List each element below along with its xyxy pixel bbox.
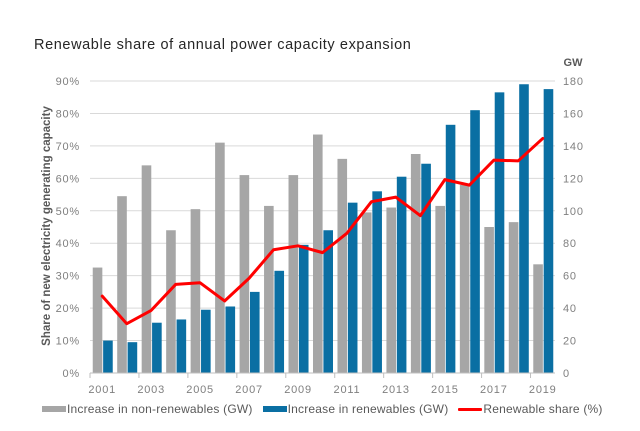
- legend-item-renewables: Increase in renewables (GW): [262, 402, 449, 416]
- y2-tick-label: 20: [563, 336, 577, 348]
- bar-non-renewables: [533, 264, 543, 373]
- bar-renewables: [201, 309, 211, 373]
- bar-renewables: [274, 270, 285, 373]
- bar-renewables: [298, 244, 309, 373]
- y-tick-label: 30%: [56, 271, 80, 283]
- bar-renewables: [396, 176, 407, 373]
- bar-non-renewables: [190, 209, 201, 373]
- y-tick-label: 10%: [56, 336, 80, 348]
- axes: 0% 10% 20% 30% 40% 50% 60% 70% 80% 90% 0 20 40 60 80 10…: [56, 76, 584, 396]
- bar-renewables: [372, 191, 382, 373]
- y2-tick-label: 40: [563, 303, 577, 315]
- bar-non-renewables: [337, 158, 348, 373]
- y-tick-label: 50%: [56, 206, 80, 218]
- y-axis-label: Share of new electricity generating capa…: [41, 106, 53, 346]
- legend-swatch-renewable-share: [458, 407, 483, 411]
- legend: Increase in non-renewables (GW) Increase…: [42, 402, 613, 416]
- legend-item-renewable-share: Renewable share (%): [458, 402, 602, 416]
- y2-axis-label: GW: [564, 57, 584, 69]
- legend-label-renewable-share: Renewable share (%): [483, 402, 603, 416]
- bar-non-renewables: [410, 154, 421, 373]
- bar-non-renewables: [508, 222, 519, 373]
- bar-renewables: [543, 89, 554, 373]
- bar-non-renewables: [215, 142, 225, 373]
- bar-non-renewables: [239, 175, 250, 373]
- bar-renewables: [323, 230, 333, 373]
- bar-non-renewables: [459, 184, 470, 373]
- x-tick-label: 2011: [334, 384, 361, 396]
- x-tick-label: 2009: [284, 384, 312, 396]
- x-tick-label: 2003: [137, 384, 165, 396]
- x-tick-label: 2007: [235, 384, 263, 396]
- bar-non-renewables: [386, 207, 397, 373]
- y2-tick-label: 80: [563, 238, 577, 250]
- y-tick-label: 80%: [56, 108, 80, 120]
- bar-renewables: [494, 92, 505, 373]
- y2-tick-label: 0: [563, 368, 570, 380]
- y-tick-label: 90%: [56, 76, 80, 88]
- legend-label-non-renewables: Increase in non-renewables (GW): [67, 402, 253, 416]
- bar-non-renewables: [484, 227, 494, 373]
- y2-tick-label: 120: [563, 173, 584, 185]
- x-tick-label: 2017: [480, 384, 508, 396]
- bar-renewables: [519, 84, 529, 373]
- legend-label-renewables: Increase in renewables (GW): [287, 402, 449, 416]
- bar-renewables: [470, 110, 480, 373]
- renewable-share-line-group: [100, 136, 545, 326]
- y-tick-label: 60%: [56, 173, 80, 185]
- bar-non-renewables: [264, 205, 274, 373]
- legend-swatch-renewables: [262, 406, 287, 412]
- legend-swatch-non-renewables: [42, 406, 66, 412]
- y2-tick-label: 180: [563, 76, 584, 88]
- y-tick-label: 40%: [56, 238, 80, 250]
- bar-non-renewables: [435, 205, 445, 373]
- x-tick-label: 2001: [88, 384, 116, 396]
- bar-non-renewables: [92, 267, 103, 373]
- y2-tick-label: 160: [563, 108, 584, 120]
- y-tick-label: 20%: [56, 303, 80, 315]
- bar-non-renewables: [288, 175, 299, 373]
- bar-renewables: [127, 342, 138, 373]
- bar-renewables: [225, 306, 236, 373]
- bar-renewables: [347, 202, 358, 373]
- y2-tick-label: 140: [563, 141, 584, 153]
- legend-item-non-renewables: Increase in non-renewables (GW): [42, 402, 253, 416]
- bar-renewables: [176, 319, 187, 373]
- x-tick-label: 2013: [382, 384, 410, 396]
- x-tick-label: 2005: [186, 384, 214, 396]
- chart-title: Renewable share of annual power capacity…: [34, 37, 412, 53]
- x-tick-label: 2019: [529, 384, 557, 396]
- bar-non-renewables: [117, 196, 127, 373]
- bar-renewables: [249, 291, 260, 373]
- x-tick-label: 2015: [431, 384, 459, 396]
- bars: [92, 84, 554, 373]
- bar-non-renewables: [313, 134, 323, 373]
- bar-non-renewables: [361, 212, 372, 373]
- bar-renewables: [152, 322, 162, 373]
- bar-renewables: [421, 163, 431, 373]
- bar-renewables: [445, 124, 456, 373]
- y2-tick-label: 100: [563, 206, 584, 218]
- y-tick-label: 0%: [63, 368, 81, 380]
- y2-tick-label: 60: [563, 271, 577, 283]
- bar-non-renewables: [141, 165, 152, 373]
- y-tick-label: 70%: [56, 141, 80, 153]
- bar-non-renewables: [166, 230, 176, 373]
- bar-renewables: [103, 340, 113, 373]
